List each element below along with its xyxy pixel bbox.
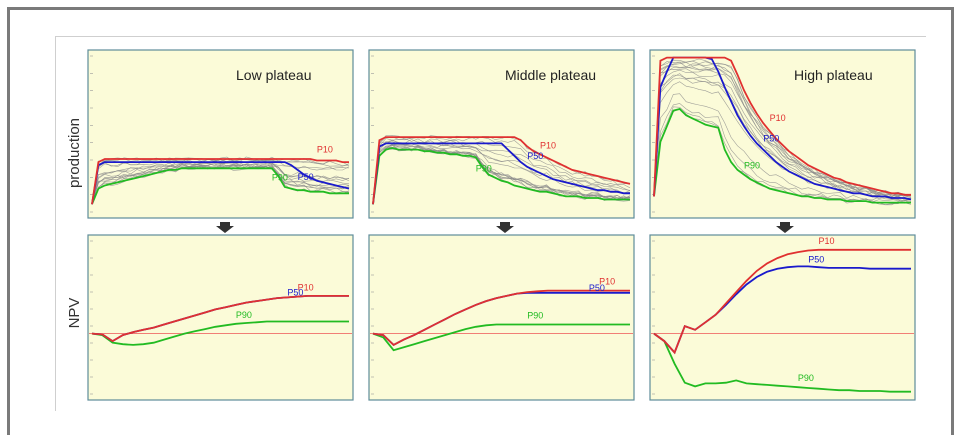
down-arrow-icon: [216, 222, 234, 233]
ensemble-line: [91, 162, 350, 205]
series-line-p90: [372, 323, 630, 352]
ensemble-line: [653, 68, 912, 197]
ensemble-line: [653, 69, 912, 197]
series-line-p10: [653, 56, 911, 197]
marks-layer: P10P50P90P10P50P90P10P50P90P10P50P90P10P…: [89, 56, 914, 393]
series-label-p90: P90: [744, 161, 760, 171]
series-line-p50: [372, 142, 630, 205]
series-label-p10: P10: [540, 140, 556, 150]
panel-title-middle: Middle plateau: [505, 67, 596, 83]
series-line-p90: [372, 147, 630, 205]
ensemble-line: [372, 144, 631, 205]
ensemble-line: [653, 108, 912, 206]
ensemble-line: [372, 145, 631, 205]
ensemble-line: [91, 163, 350, 205]
panel-title-high: High plateau: [794, 67, 873, 83]
series-label-p90: P90: [236, 310, 252, 320]
series-label-p50: P50: [808, 254, 824, 264]
down-arrow-icon: [776, 222, 794, 233]
panel-title-low: Low plateau: [236, 67, 312, 83]
ensemble-line: [372, 138, 631, 205]
series-line-p90: [91, 320, 349, 346]
series-line-p10: [372, 136, 631, 205]
series-label-p50: P50: [763, 134, 779, 144]
ensemble-line: [653, 65, 912, 198]
series-line-p10: [91, 158, 349, 205]
axes-layer: [87, 49, 916, 401]
series-label-p50: P50: [527, 151, 543, 161]
ensemble-line: [372, 139, 631, 205]
row-label-npv: NPV: [66, 298, 83, 329]
series-label-p10: P10: [317, 145, 333, 155]
row-label-production: production: [66, 118, 83, 188]
series-label-p90: P90: [798, 373, 814, 383]
series-label-p50: P50: [298, 172, 314, 182]
npv-panel-high: [649, 234, 916, 401]
series-label-p10: P10: [770, 113, 786, 123]
down-arrow-icon: [496, 222, 514, 233]
npv-panel-middle: [368, 234, 635, 401]
ensemble-line: [653, 73, 912, 200]
ensemble-line: [91, 165, 350, 205]
series-label-p10: P10: [818, 236, 834, 246]
series-line-p90: [653, 332, 911, 393]
ensemble-line: [372, 142, 631, 205]
series-label-p90: P90: [272, 172, 288, 182]
series-line-p90: [653, 108, 911, 204]
series-label-p90: P90: [476, 163, 492, 173]
series-line-p10: [653, 248, 911, 355]
production-panel-low: [87, 49, 354, 219]
series-line-p10: [91, 295, 349, 343]
series-line-p90: [91, 167, 349, 205]
npv-panel-low: [87, 234, 354, 401]
series-label-p50: P50: [287, 287, 303, 297]
series-label-p90: P90: [527, 311, 543, 321]
ensemble-line: [91, 158, 350, 205]
series-label-p50: P50: [589, 283, 605, 293]
figure-area: [55, 36, 926, 411]
series-line-p50: [91, 161, 350, 205]
series-line-p10: [372, 289, 630, 346]
series-label-p10: P10: [599, 277, 615, 287]
series-label-p10: P10: [298, 283, 314, 293]
